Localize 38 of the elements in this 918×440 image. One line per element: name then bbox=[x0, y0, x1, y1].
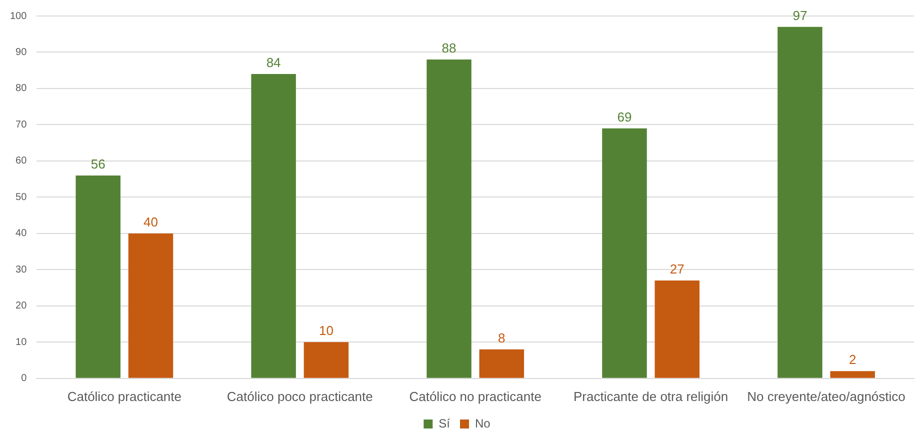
y-tick-label: 30 bbox=[16, 264, 28, 276]
bar bbox=[479, 349, 524, 378]
y-tick-label: 50 bbox=[16, 192, 28, 203]
x-tick-label: No creyente/ateo/agnóstico bbox=[747, 388, 906, 404]
y-tick-label: 70 bbox=[16, 119, 28, 130]
data-label: 69 bbox=[617, 109, 632, 124]
data-label: 27 bbox=[670, 262, 684, 277]
legend-label: Sí bbox=[438, 416, 451, 430]
bar bbox=[128, 233, 174, 378]
x-tick-label: Católico practicante bbox=[67, 388, 182, 404]
data-label: 84 bbox=[266, 55, 281, 70]
bar bbox=[778, 26, 822, 378]
data-label: 40 bbox=[144, 214, 158, 230]
data-label: 8 bbox=[498, 330, 506, 346]
data-label: 2 bbox=[848, 352, 856, 368]
y-tick-label: 40 bbox=[16, 228, 28, 240]
bar bbox=[602, 128, 647, 378]
x-tick-label: Católico no practicante bbox=[409, 388, 542, 404]
y-tick-label: 60 bbox=[16, 156, 28, 167]
y-tick-label: 80 bbox=[16, 83, 28, 94]
y-tick-label: 0 bbox=[21, 373, 28, 384]
bar bbox=[304, 342, 349, 378]
y-tick-label: 100 bbox=[10, 10, 28, 22]
data-label: 97 bbox=[792, 8, 808, 23]
x-tick-label: Católico poco practicante bbox=[226, 388, 373, 404]
bar bbox=[654, 280, 700, 378]
x-tick-label: Practicante de otra religión bbox=[573, 388, 728, 404]
legend-label: No bbox=[475, 416, 491, 430]
y-tick-label: 20 bbox=[16, 300, 28, 312]
bar bbox=[251, 74, 296, 378]
bar bbox=[426, 59, 472, 378]
bar bbox=[76, 175, 120, 378]
bar bbox=[830, 371, 875, 378]
y-tick-label: 90 bbox=[16, 46, 28, 58]
data-label: 88 bbox=[442, 40, 456, 56]
data-label: 56 bbox=[90, 156, 106, 172]
data-label: 10 bbox=[318, 323, 334, 338]
y-tick-label: 10 bbox=[16, 336, 28, 348]
